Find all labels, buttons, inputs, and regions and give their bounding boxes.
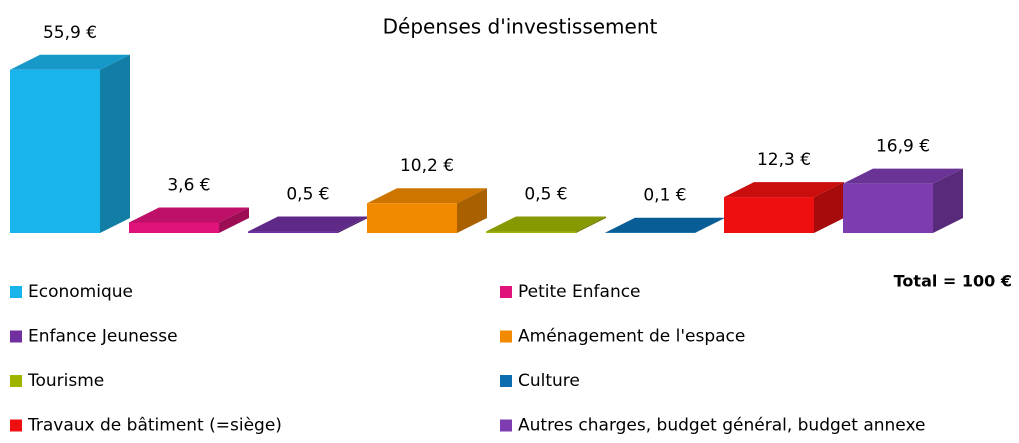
bar-top (486, 216, 606, 232)
legend-label: Aménagement de l'espace (518, 327, 745, 347)
bar-top (248, 216, 368, 232)
bar (843, 183, 933, 233)
bar (10, 69, 100, 233)
chart-title: Dépenses d'investissement (383, 15, 658, 39)
bar-top (605, 217, 725, 233)
legend-swatch (500, 330, 512, 343)
legend-swatch (10, 330, 22, 343)
value-label: 0,5 € (286, 185, 329, 205)
legend-label: Economique (28, 282, 133, 302)
legend-label: Autres charges, budget général, budget a… (518, 416, 925, 436)
legend-label: Enfance Jeunesse (28, 327, 178, 347)
bar (486, 231, 576, 233)
bar (367, 203, 457, 233)
legend-swatch (10, 375, 22, 387)
legend-swatch (10, 286, 22, 298)
bar-side (100, 54, 130, 233)
legend-swatch (500, 286, 512, 298)
value-label: 3,6 € (167, 175, 210, 195)
bar-side (457, 188, 487, 233)
bar-top (843, 168, 963, 184)
value-label: 12,3 € (757, 150, 811, 170)
value-label: 0,5 € (524, 185, 567, 205)
legend-swatch (500, 419, 512, 432)
bar-side (814, 182, 844, 233)
bar (129, 222, 219, 233)
value-label: 10,2 € (400, 156, 454, 176)
bar-side (933, 168, 963, 233)
value-label: 16,9 € (876, 137, 930, 157)
bar-side (576, 216, 606, 233)
legend-label: Travaux de bâtiment (=siège) (27, 416, 282, 436)
value-label: 55,9 € (43, 23, 97, 43)
bar-top (724, 182, 844, 198)
value-label: 0,1 € (643, 186, 686, 206)
legend-swatch (500, 375, 512, 387)
legend-swatch (10, 419, 22, 432)
legend-label: Tourisme (27, 371, 104, 391)
legend-label: Culture (518, 371, 580, 391)
bar (248, 231, 338, 233)
total-annotation: Total = 100 € (894, 272, 1012, 291)
legend-label: Petite Enfance (518, 282, 641, 302)
bar-side (219, 207, 249, 233)
bar-top (10, 54, 130, 70)
bar-side (695, 217, 725, 233)
bar-side (338, 216, 368, 233)
bar (724, 197, 814, 233)
bar-top (129, 207, 249, 223)
bar-top (367, 188, 487, 204)
